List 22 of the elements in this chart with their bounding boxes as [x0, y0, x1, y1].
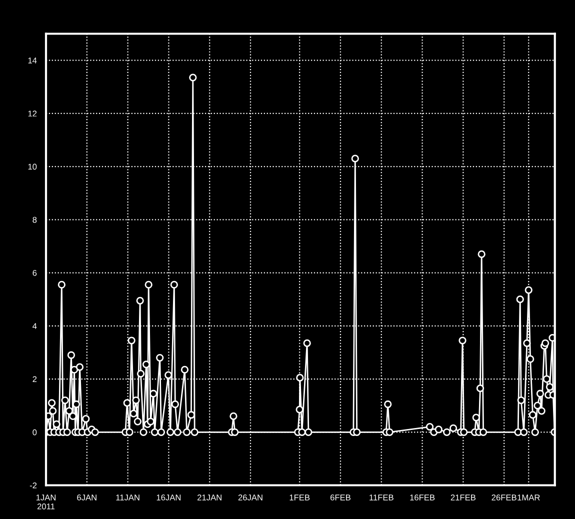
x-tick-label: 26JAN: [238, 494, 262, 500]
y-tick-label: 4: [32, 323, 37, 329]
x-tick-label: 6FEB: [330, 494, 350, 500]
y-tick-label: -2: [30, 482, 37, 488]
y-tick-label: 14: [28, 58, 37, 64]
x-tick-label: 16JAN: [156, 494, 181, 500]
x-tick-label: 21FEB: [450, 494, 476, 500]
x-tick-label: 11JAN: [116, 494, 140, 500]
y-tick-label: 12: [28, 110, 37, 116]
x-tick-label: 1FEB: [290, 494, 310, 500]
x-tick-label: 21JAN: [198, 494, 222, 500]
x-tick-label: 11FEB: [370, 494, 394, 500]
x-tick-label: 6JAN: [77, 494, 96, 500]
y-tick-label: 6: [32, 270, 37, 276]
y-tick-label: 0: [32, 429, 37, 436]
x-tick-label: 1MAR: [518, 494, 540, 500]
x-tick-label: 16FEB: [410, 494, 435, 500]
y-tick-label: 2: [32, 376, 37, 382]
x-tick-label: 26FEB: [492, 494, 516, 500]
y-tick-label: 8: [32, 216, 37, 223]
y-tick-label: 10: [28, 164, 37, 170]
x-tick-label: 1JAN 2011: [36, 494, 56, 510]
